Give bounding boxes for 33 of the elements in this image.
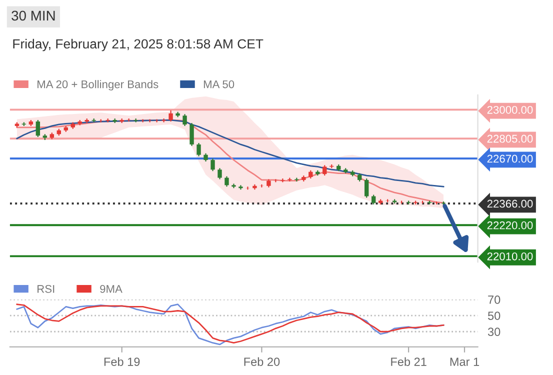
candlestick <box>162 118 166 123</box>
candlestick <box>371 194 376 205</box>
y-tick-label: 50 <box>488 312 500 320</box>
candlestick <box>210 158 215 172</box>
y-tick-label: 30 <box>488 328 500 336</box>
y-tick-label: 22366.00 <box>487 200 533 208</box>
candlestick <box>182 114 187 127</box>
chart-subtitle: Friday, February 21, 2025 8:01:58 AM CET <box>13 38 264 52</box>
candlestick <box>224 176 229 188</box>
y-tick-label: 22805.00 <box>487 134 533 143</box>
y-tick-label: 22670.00 <box>487 154 533 163</box>
candlestick <box>168 110 173 122</box>
x-tick-label: Feb 21 <box>391 357 426 366</box>
y-tick-label: 22010.00 <box>487 252 533 260</box>
candlestick <box>218 168 222 180</box>
y-tick-label: 22220.00 <box>487 221 533 230</box>
candlestick <box>190 122 194 146</box>
x-tick-label: Feb 20 <box>244 357 280 366</box>
x-tick-label: Mar 1 <box>450 358 480 366</box>
legend-label: RSI <box>38 285 54 293</box>
candlestick <box>238 184 243 190</box>
candlestick <box>232 183 236 189</box>
candlestick <box>364 178 369 198</box>
chart-title: 30 MIN <box>12 10 55 21</box>
y-tick-label: 70 <box>488 296 500 304</box>
y-tick-label: 23000.00 <box>487 106 533 114</box>
legend-label: MA 20 + Bollinger Bands <box>38 80 158 90</box>
candlestick <box>196 142 201 157</box>
candlestick <box>322 164 327 176</box>
legend-label: 9MA <box>100 285 122 293</box>
x-tick-label: Feb 19 <box>104 357 140 366</box>
candlestick <box>36 119 40 138</box>
legend-label: MA 50 <box>204 80 234 88</box>
